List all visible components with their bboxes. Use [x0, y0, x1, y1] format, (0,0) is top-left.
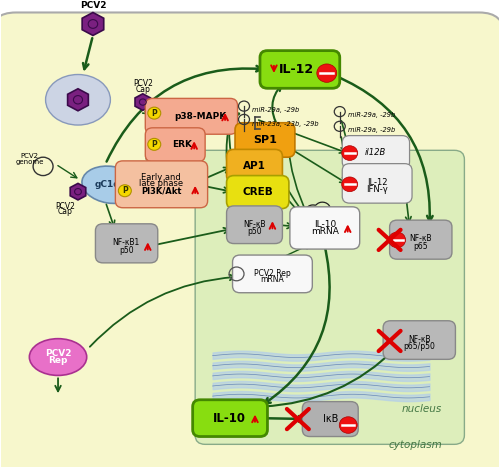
Text: P: P: [152, 109, 157, 117]
FancyBboxPatch shape: [116, 161, 208, 208]
Text: miR-23a, -23b, -29b: miR-23a, -23b, -29b: [252, 121, 318, 127]
Text: P: P: [122, 186, 128, 195]
Text: ERK: ERK: [172, 140, 192, 149]
Text: NF-κB: NF-κB: [243, 220, 266, 229]
FancyBboxPatch shape: [96, 224, 158, 263]
Circle shape: [317, 64, 337, 82]
Text: miR-29a, -29b: miR-29a, -29b: [348, 112, 395, 118]
Text: mRNA: mRNA: [260, 275, 284, 285]
FancyBboxPatch shape: [390, 220, 452, 259]
Text: IL-10: IL-10: [314, 220, 336, 229]
Text: p38-MAPK: p38-MAPK: [174, 112, 227, 121]
FancyBboxPatch shape: [146, 98, 238, 134]
Text: PI3K/Akt: PI3K/Akt: [141, 186, 182, 195]
Polygon shape: [68, 89, 88, 111]
FancyBboxPatch shape: [226, 206, 282, 243]
Text: IL-10: IL-10: [212, 412, 246, 424]
Text: NF-κB1: NF-κB1: [112, 238, 140, 247]
Text: SP1: SP1: [253, 135, 277, 145]
FancyBboxPatch shape: [0, 13, 500, 468]
FancyBboxPatch shape: [146, 128, 205, 162]
Ellipse shape: [30, 339, 86, 375]
Text: PCV2 Rep: PCV2 Rep: [254, 270, 291, 278]
Text: Cap: Cap: [136, 85, 150, 94]
Text: il12B: il12B: [365, 147, 386, 157]
Circle shape: [118, 185, 132, 197]
Text: gC1qR: gC1qR: [94, 180, 126, 189]
FancyBboxPatch shape: [235, 123, 295, 157]
Text: P: P: [152, 140, 157, 149]
Polygon shape: [82, 13, 104, 36]
Text: cytoplasm: cytoplasm: [388, 440, 442, 450]
Text: IFN-γ: IFN-γ: [366, 185, 388, 194]
Text: miR-29a, -29b: miR-29a, -29b: [252, 107, 299, 113]
FancyBboxPatch shape: [195, 150, 464, 444]
Ellipse shape: [46, 74, 110, 125]
Text: PCV2: PCV2: [20, 154, 38, 160]
Ellipse shape: [82, 166, 139, 204]
Text: IL-12: IL-12: [280, 63, 314, 76]
Text: p65: p65: [413, 242, 428, 251]
Text: late phase: late phase: [139, 179, 184, 188]
FancyBboxPatch shape: [342, 164, 412, 203]
Text: PCV2: PCV2: [45, 349, 72, 358]
Text: p65/p50: p65/p50: [403, 343, 435, 351]
Text: NF-κB: NF-κB: [408, 335, 430, 344]
Text: PCV2: PCV2: [80, 1, 106, 10]
Circle shape: [342, 146, 357, 161]
Text: PCV2: PCV2: [56, 202, 76, 211]
Text: genome: genome: [16, 159, 44, 165]
Text: nucleus: nucleus: [402, 404, 442, 415]
FancyBboxPatch shape: [226, 149, 282, 183]
Circle shape: [342, 177, 357, 192]
FancyBboxPatch shape: [342, 136, 409, 168]
Circle shape: [340, 417, 357, 433]
FancyBboxPatch shape: [290, 207, 360, 249]
Circle shape: [148, 107, 160, 119]
Polygon shape: [135, 94, 150, 110]
Text: NF-κB: NF-κB: [410, 234, 432, 243]
FancyBboxPatch shape: [226, 176, 289, 209]
Circle shape: [148, 139, 160, 150]
FancyBboxPatch shape: [192, 400, 268, 437]
FancyBboxPatch shape: [383, 321, 456, 359]
Text: mRNA: mRNA: [311, 227, 338, 236]
Text: IκB: IκB: [322, 414, 338, 424]
Text: Early and: Early and: [142, 173, 181, 183]
Polygon shape: [70, 183, 86, 200]
Text: CREB: CREB: [242, 187, 273, 197]
FancyBboxPatch shape: [260, 51, 340, 88]
Text: IL-12: IL-12: [367, 178, 388, 187]
Text: p50: p50: [247, 227, 262, 236]
FancyBboxPatch shape: [302, 402, 358, 437]
FancyBboxPatch shape: [232, 255, 312, 292]
Text: Rep: Rep: [48, 356, 68, 365]
Text: AP1: AP1: [243, 161, 266, 171]
Text: miR-29a, -29b: miR-29a, -29b: [348, 127, 395, 133]
Text: PCV2: PCV2: [133, 79, 152, 88]
Text: Cap: Cap: [58, 207, 73, 216]
Text: p50: p50: [119, 246, 134, 255]
Circle shape: [388, 232, 406, 248]
